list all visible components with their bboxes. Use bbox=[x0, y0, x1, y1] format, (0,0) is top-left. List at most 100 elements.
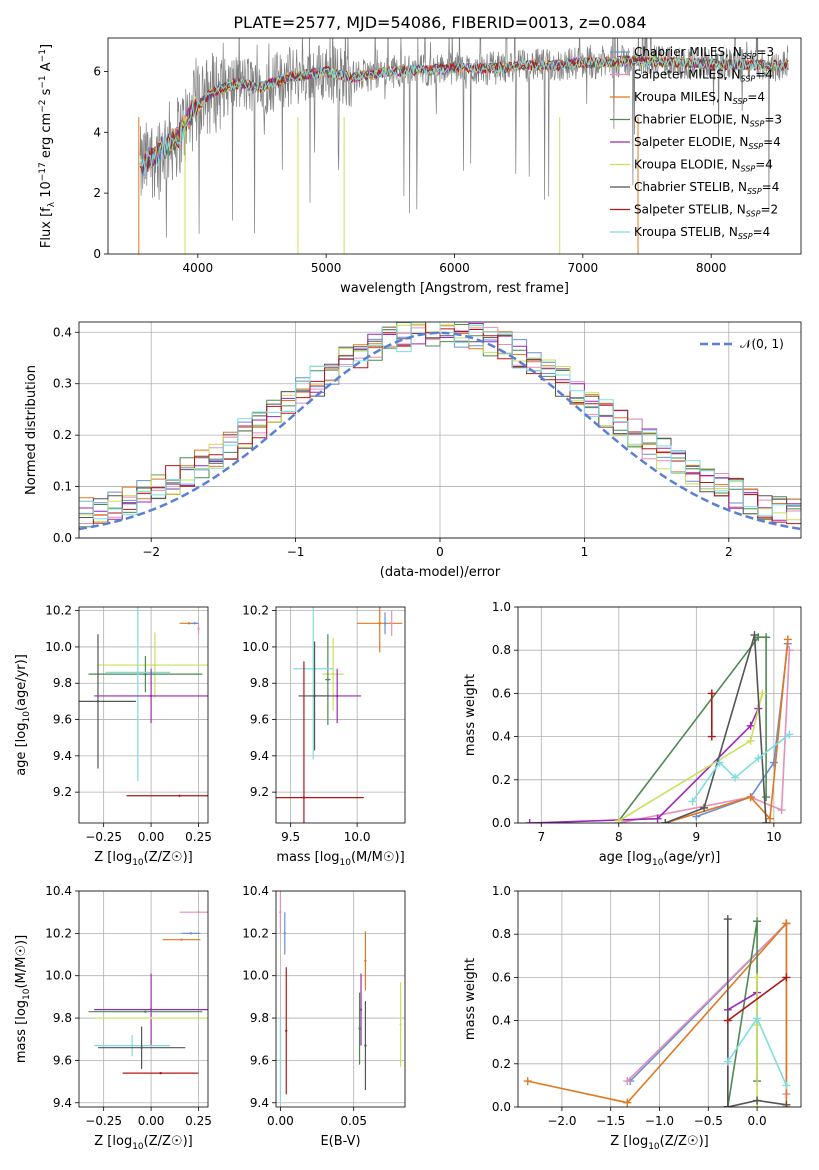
data-point bbox=[193, 622, 196, 625]
y-tick-label: 9.8 bbox=[250, 676, 269, 690]
y-tick-label: 9.8 bbox=[250, 1011, 269, 1025]
data-point bbox=[358, 1027, 361, 1030]
plus-marker bbox=[753, 1014, 762, 1023]
y-tick-label: 10.0 bbox=[45, 640, 72, 654]
grid-mass_vs_EBV bbox=[276, 890, 405, 1107]
plus-marker bbox=[785, 730, 794, 739]
legend-nssp: =4 bbox=[763, 135, 781, 149]
plus-marker bbox=[614, 816, 623, 823]
legend-subscript: SSP bbox=[747, 187, 762, 196]
panel-mass_weight_vs_Z: −2.0 −1.5 −1.0 −0.5 0.0 0.0 0.2 0.4 0.6 0.8 1.0 Z [… bbox=[463, 884, 802, 1152]
y-tick-label: 0.6 bbox=[492, 686, 511, 700]
y-tick-label: 9.8 bbox=[53, 1011, 72, 1025]
label-part: mass weight bbox=[463, 958, 478, 1040]
spectrum-legend: Chabrier MILES, NSSP=3 Salpeter MILES, NS… bbox=[610, 45, 782, 241]
legend-subscript: SSP bbox=[750, 120, 765, 129]
legend-entry: Salpeter ELODIE, NSSP=4 bbox=[634, 135, 781, 151]
x-tick-label: 0.25 bbox=[185, 830, 212, 844]
legend-subscript: SSP bbox=[733, 97, 748, 106]
y-tick-label: 2 bbox=[93, 186, 101, 200]
x-axis-label: Z [log10(Z/Z☉)] bbox=[94, 850, 192, 868]
legend-entry: Chabrier STELIB, NSSP=4 bbox=[634, 180, 779, 196]
series-salpeter-miles bbox=[626, 921, 788, 1094]
data-point bbox=[312, 667, 315, 670]
y-tick-label: 0.4 bbox=[492, 1014, 511, 1028]
legend-subscript: SSP bbox=[738, 232, 753, 241]
data-point bbox=[390, 622, 393, 625]
data-point bbox=[178, 794, 181, 797]
legend-subscript: SSP bbox=[742, 52, 757, 61]
plus-marker bbox=[762, 633, 771, 642]
label-part: Z [log bbox=[94, 850, 132, 865]
grid-mass_vs_Z bbox=[79, 890, 208, 1107]
plot-area-residuals bbox=[79, 322, 801, 538]
label-part: λ bbox=[47, 201, 57, 207]
grid-age_vs_Z bbox=[79, 607, 208, 823]
ticks-mass_vs_EBV: 0.00 0.05 9.4 9.6 9.8 10.0 10.2 10.4 bbox=[242, 884, 367, 1128]
y-tick-label: 0.4 bbox=[53, 325, 72, 339]
plus-marker bbox=[762, 793, 771, 802]
data-point bbox=[140, 1046, 143, 1049]
data-point bbox=[279, 1059, 282, 1062]
x-tick-label: 0.0 bbox=[748, 1114, 767, 1128]
y-tick-label: 6 bbox=[93, 64, 101, 78]
y-tick-label: 0.4 bbox=[492, 730, 511, 744]
axes-frame bbox=[275, 606, 406, 824]
legend-nssp: =4 bbox=[762, 180, 780, 194]
figure-title: PLATE=2577, MJD=54086, FIBERID=0013, z=0… bbox=[233, 13, 646, 32]
x-tick-label: 10 bbox=[766, 830, 781, 844]
y-tick-label: 9.6 bbox=[250, 1053, 269, 1067]
label-part: ] bbox=[39, 44, 54, 49]
y-axis-label: Normed distribution bbox=[24, 365, 39, 495]
plot-area-mass_vs_EBV bbox=[279, 891, 402, 1103]
x-tick-label: 7000 bbox=[568, 261, 599, 275]
y-tick-label: 0.1 bbox=[53, 480, 72, 494]
x-tick-label: 0 bbox=[436, 545, 444, 559]
plus-marker bbox=[707, 732, 716, 741]
plus-marker bbox=[523, 1077, 532, 1086]
plus-marker bbox=[758, 689, 767, 698]
x-tick-label: 0.05 bbox=[340, 1114, 367, 1128]
data-point bbox=[283, 932, 286, 935]
x-tick-label: −0.5 bbox=[694, 1114, 723, 1128]
y-tick-label: 9.4 bbox=[250, 749, 269, 763]
series-salpeter-stelib bbox=[727, 976, 787, 1022]
series-chabrier-stelib bbox=[727, 919, 787, 1107]
plus-marker bbox=[707, 689, 716, 698]
label-part: (age/yr)] bbox=[663, 850, 720, 865]
y-axis-label: Flux [fλ 10−17 erg cm−2 s−1 A−1] bbox=[38, 44, 57, 248]
x-axis-label: wavelength [Angstrom, rest frame] bbox=[340, 281, 569, 296]
model-spectrum-kroupa-stelib bbox=[138, 56, 789, 176]
x-tick-label: 0.00 bbox=[267, 1114, 294, 1128]
plus-marker bbox=[754, 754, 763, 763]
x-tick-label: 4000 bbox=[183, 261, 214, 275]
data-point bbox=[335, 694, 339, 698]
y-tick-label: 0.0 bbox=[492, 816, 511, 830]
plus-marker bbox=[746, 721, 755, 730]
label-part: 10 bbox=[39, 181, 54, 202]
model-spectrum-kroupa-elodie bbox=[144, 55, 789, 171]
x-tick-label: −0.25 bbox=[85, 830, 122, 844]
legend-subscript: SSP bbox=[746, 210, 761, 219]
data-point bbox=[285, 1029, 288, 1032]
data-point bbox=[383, 622, 387, 625]
label-part: 10 bbox=[648, 1142, 660, 1152]
plus-marker bbox=[753, 1096, 762, 1105]
y-tick-label: 10.2 bbox=[45, 604, 72, 618]
plus-marker bbox=[715, 758, 724, 767]
y-tick-label: 0.6 bbox=[492, 970, 511, 984]
x-tick-label: −2.0 bbox=[547, 1114, 576, 1128]
plus-marker bbox=[783, 635, 792, 644]
y-tick-label: 9.2 bbox=[250, 785, 269, 799]
data-point bbox=[187, 622, 191, 625]
y-tick-label: 9.2 bbox=[53, 785, 72, 799]
data-point bbox=[149, 1008, 153, 1011]
plus-marker bbox=[782, 1081, 791, 1090]
label-part: A bbox=[39, 62, 54, 75]
x-tick-label: 9 bbox=[693, 830, 701, 844]
data-point bbox=[364, 959, 367, 963]
x-tick-label: 2 bbox=[725, 545, 733, 559]
legend-entry: Salpeter MILES, NSSP=4 bbox=[634, 68, 773, 84]
label-part: 10 bbox=[132, 1142, 144, 1152]
legend-entry: Kroupa ELODIE, NSSP=4 bbox=[634, 158, 773, 174]
